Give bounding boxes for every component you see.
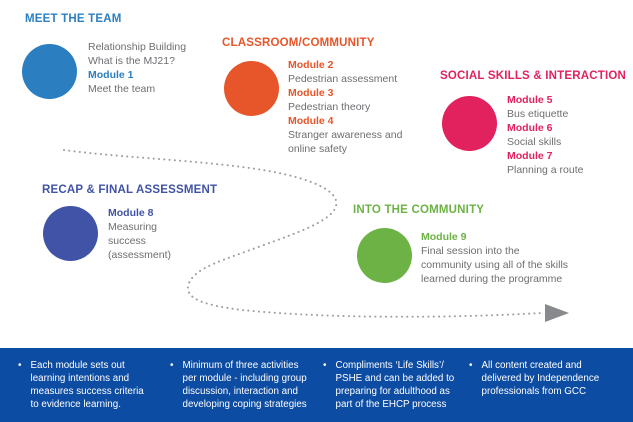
footer-bar: • Each module sets out learning intentio… xyxy=(0,348,633,422)
module-circle xyxy=(357,228,412,283)
module-text-block: Module 5 Bus etiquette Module 6 Social s… xyxy=(507,93,619,177)
module-label: Module 7 xyxy=(507,150,553,162)
module-circle xyxy=(224,61,279,116)
footer-bullet-text: Minimum of three activities per module -… xyxy=(182,360,307,410)
footer-bullet-text: Each module sets out learning intentions… xyxy=(30,360,144,410)
module-label: Module 5 xyxy=(507,94,553,106)
section-heading: CLASSROOM/COMMUNITY xyxy=(222,37,375,49)
section-heading: MEET THE TEAM xyxy=(25,13,122,25)
module-description-line: Social skills xyxy=(507,136,562,148)
arrow-right-icon xyxy=(545,304,569,322)
footer-bullet-item: • Compliments ‘Life Skills’/ PSHE and ca… xyxy=(323,359,469,422)
module-label: Module 4 xyxy=(288,115,334,127)
footer-bullet-text: All content created and delivered by Ind… xyxy=(481,360,600,397)
module-circle xyxy=(442,96,497,151)
module-description-line: Bus etiquette xyxy=(507,108,569,120)
module-circle xyxy=(22,44,77,99)
bullet-dot-icon: • xyxy=(18,360,22,371)
module-text-block: Module 9 Final session into the communit… xyxy=(421,230,591,286)
module-description-line: Planning a route xyxy=(507,164,584,176)
section-heading: SOCIAL SKILLS & INTERACTION xyxy=(440,70,626,82)
module-label: Module 1 xyxy=(88,69,134,81)
module-label: Module 9 xyxy=(421,231,467,243)
module-description-line: learned during the programme xyxy=(421,273,563,285)
bullet-dot-icon: • xyxy=(170,360,174,371)
journey-dotted-path xyxy=(63,149,542,318)
footer-bullet-item: • All content created and delivered by I… xyxy=(469,359,619,422)
module-description-line: Stranger awareness and online safety xyxy=(288,129,403,155)
module-label: Module 2 xyxy=(288,59,334,71)
module-label: Module 6 xyxy=(507,122,553,134)
module-description-line: Final session into the xyxy=(421,245,520,257)
footer-bullet-item: • Minimum of three activities per module… xyxy=(170,359,323,422)
module-text-block: Relationship Building What is the MJ21? … xyxy=(88,40,213,96)
bullet-dot-icon: • xyxy=(323,360,327,371)
module-label: Module 8 xyxy=(108,207,154,219)
module-description-line: Measuring success (assessment) xyxy=(108,221,172,261)
bullet-dot-icon: • xyxy=(469,360,473,371)
module-text-block: Module 2 Pedestrian assessment Module 3 … xyxy=(288,58,406,156)
footer-bullet-text: Compliments ‘Life Skills’/ PSHE and can … xyxy=(335,360,455,410)
module-text-block: Module 8 Measuring success (assessment) xyxy=(108,206,186,262)
module-description-line: Pedestrian assessment xyxy=(288,73,398,85)
module-description-line: Relationship Building xyxy=(88,41,187,53)
module-description-line: Meet the team xyxy=(88,83,156,95)
module-description-line: Pedestrian theory xyxy=(288,101,371,113)
module-description-line: community using all of the skills xyxy=(421,259,569,271)
footer-bullet-item: • Each module sets out learning intentio… xyxy=(18,359,170,422)
section-heading: INTO THE COMMUNITY xyxy=(353,204,485,216)
section-heading: RECAP & FINAL ASSESSMENT xyxy=(42,184,218,196)
module-description-line: What is the MJ21? xyxy=(88,55,175,67)
module-label: Module 3 xyxy=(288,87,334,99)
module-circle xyxy=(43,206,98,261)
